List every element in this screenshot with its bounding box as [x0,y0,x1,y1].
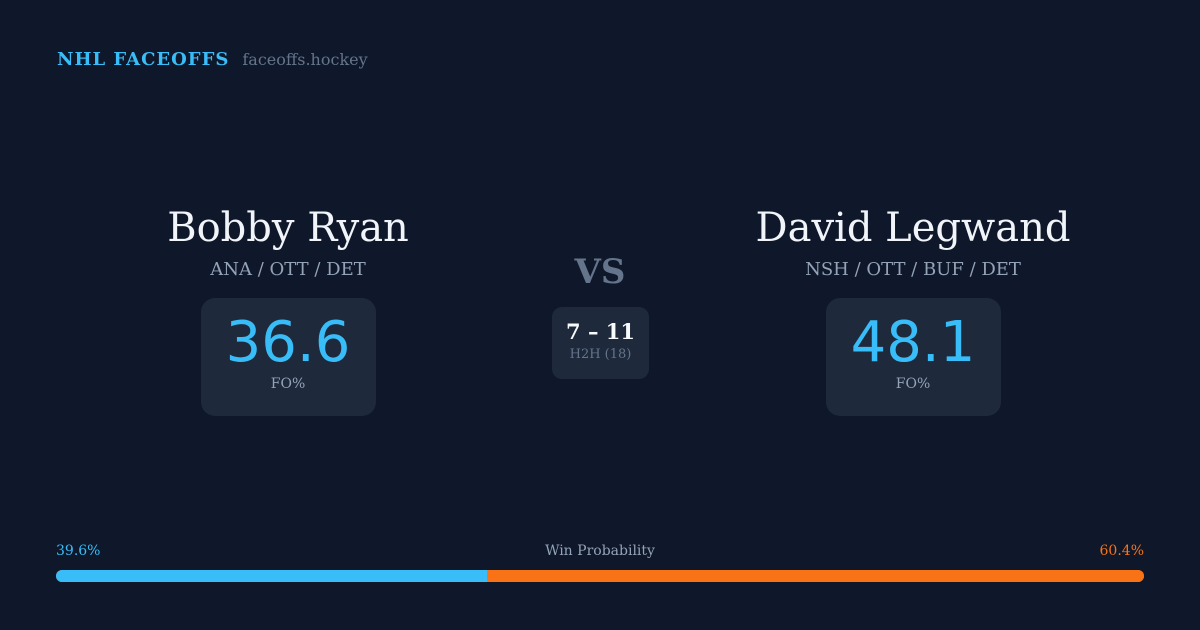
brand-url: faceoffs.hockey [242,50,368,69]
vs-label: VS [574,252,626,292]
player1-fo-card: 36.6 FO% [200,298,376,416]
player2-win-prob: 60.4% [1099,543,1144,559]
player2-fo-card: 48.1 FO% [825,298,1001,416]
player2-fo-label: FO% [895,376,931,392]
player2-panel: David Legwand NSH / OTT / BUF / DET 48.1… [663,205,1163,416]
player1-prob-fill [56,570,487,582]
win-probability-title: Win Probability [545,543,655,559]
player2-prob-fill [486,570,1144,582]
player2-teams: NSH / OTT / BUF / DET [805,259,1021,280]
player1-name: Bobby Ryan [167,205,409,251]
player1-fo-label: FO% [270,376,306,392]
win-probability-labels: 39.6% 60.4% Win Probability [56,543,1144,559]
h2h-score: 7 – 11 [566,319,635,344]
brand-title: NHL FACEOFFS [57,49,230,70]
player1-teams: ANA / OTT / DET [210,259,366,280]
player1-fo-value: 36.6 [225,310,351,375]
brand: NHL FACEOFFS faceoffs.hockey [57,49,368,70]
h2h-card: 7 – 11 H2H (18) [552,307,649,379]
player2-fo-value: 48.1 [850,310,976,375]
win-probability-bar [56,570,1144,582]
player1-panel: Bobby Ryan ANA / OTT / DET 36.6 FO% [38,205,538,416]
player1-win-prob: 39.6% [56,543,101,559]
player2-name: David Legwand [755,205,1071,251]
h2h-label: H2H (18) [569,347,632,362]
